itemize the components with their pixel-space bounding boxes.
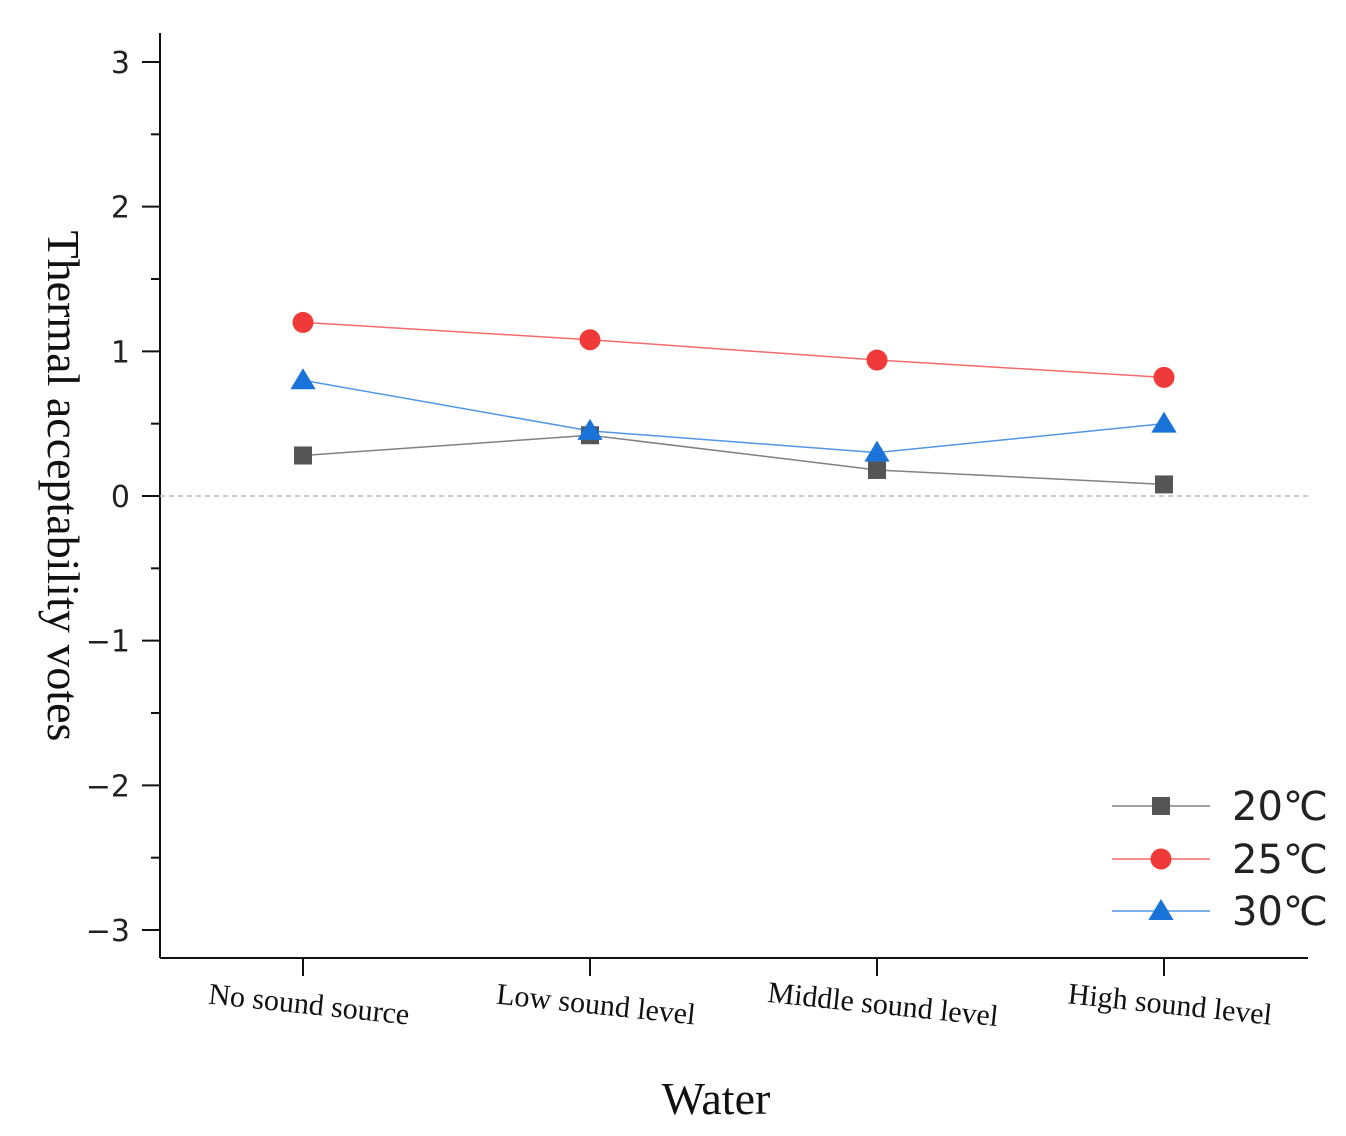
legend: 20℃ 25℃ 30℃ bbox=[1112, 784, 1328, 935]
y-tick-label: 1 bbox=[111, 335, 130, 370]
y-tick-label: −1 bbox=[86, 625, 130, 660]
data-point-circle bbox=[1150, 848, 1172, 870]
data-point-triangle bbox=[577, 418, 603, 440]
data-point-triangle bbox=[1151, 411, 1177, 433]
y-tick-label: 2 bbox=[111, 191, 130, 226]
x-ticks: No sound source Low sound level Middle sou… bbox=[207, 958, 1274, 1033]
data-point-circle bbox=[866, 349, 888, 371]
x-tick-label: Low sound level bbox=[495, 978, 697, 1032]
x-tick-label: No sound source bbox=[207, 978, 411, 1032]
data-point-triangle bbox=[1148, 899, 1174, 920]
legend-label: 30℃ bbox=[1232, 889, 1328, 935]
x-axis-title: Water bbox=[662, 1073, 771, 1124]
data-point-triangle bbox=[864, 440, 890, 462]
legend-label: 25℃ bbox=[1232, 837, 1328, 883]
legend-item: 25℃ bbox=[1112, 837, 1328, 883]
series-line bbox=[302, 379, 1165, 454]
data-point-circle bbox=[1153, 366, 1175, 388]
legend-label: 20℃ bbox=[1232, 784, 1328, 830]
y-tick-label: −2 bbox=[86, 769, 130, 804]
data-point-triangle bbox=[290, 368, 316, 390]
data-point-square bbox=[294, 446, 312, 465]
series-1 bbox=[292, 311, 1175, 388]
y-tick-label: −3 bbox=[86, 914, 130, 949]
x-tick-label: High sound level bbox=[1066, 977, 1273, 1031]
series-line bbox=[302, 434, 1165, 486]
series-2 bbox=[290, 368, 1177, 462]
y-ticks: 3 2 1 0 −1 −2 −3 bbox=[86, 46, 160, 949]
y-axis-title: Thermal acceptability votes bbox=[38, 231, 89, 742]
legend-item: 20℃ bbox=[1112, 784, 1328, 830]
series bbox=[290, 311, 1177, 494]
data-point-square bbox=[1152, 797, 1170, 815]
y-tick-label: 0 bbox=[111, 480, 130, 515]
y-tick-label: 3 bbox=[111, 46, 130, 81]
data-point-circle bbox=[579, 329, 601, 351]
x-tick-label: Middle sound level bbox=[766, 976, 1000, 1033]
legend-item: 30℃ bbox=[1112, 889, 1328, 935]
data-point-square bbox=[868, 460, 886, 479]
data-point-square bbox=[1155, 475, 1173, 494]
data-point-circle bbox=[292, 311, 314, 333]
series-line bbox=[302, 321, 1165, 379]
